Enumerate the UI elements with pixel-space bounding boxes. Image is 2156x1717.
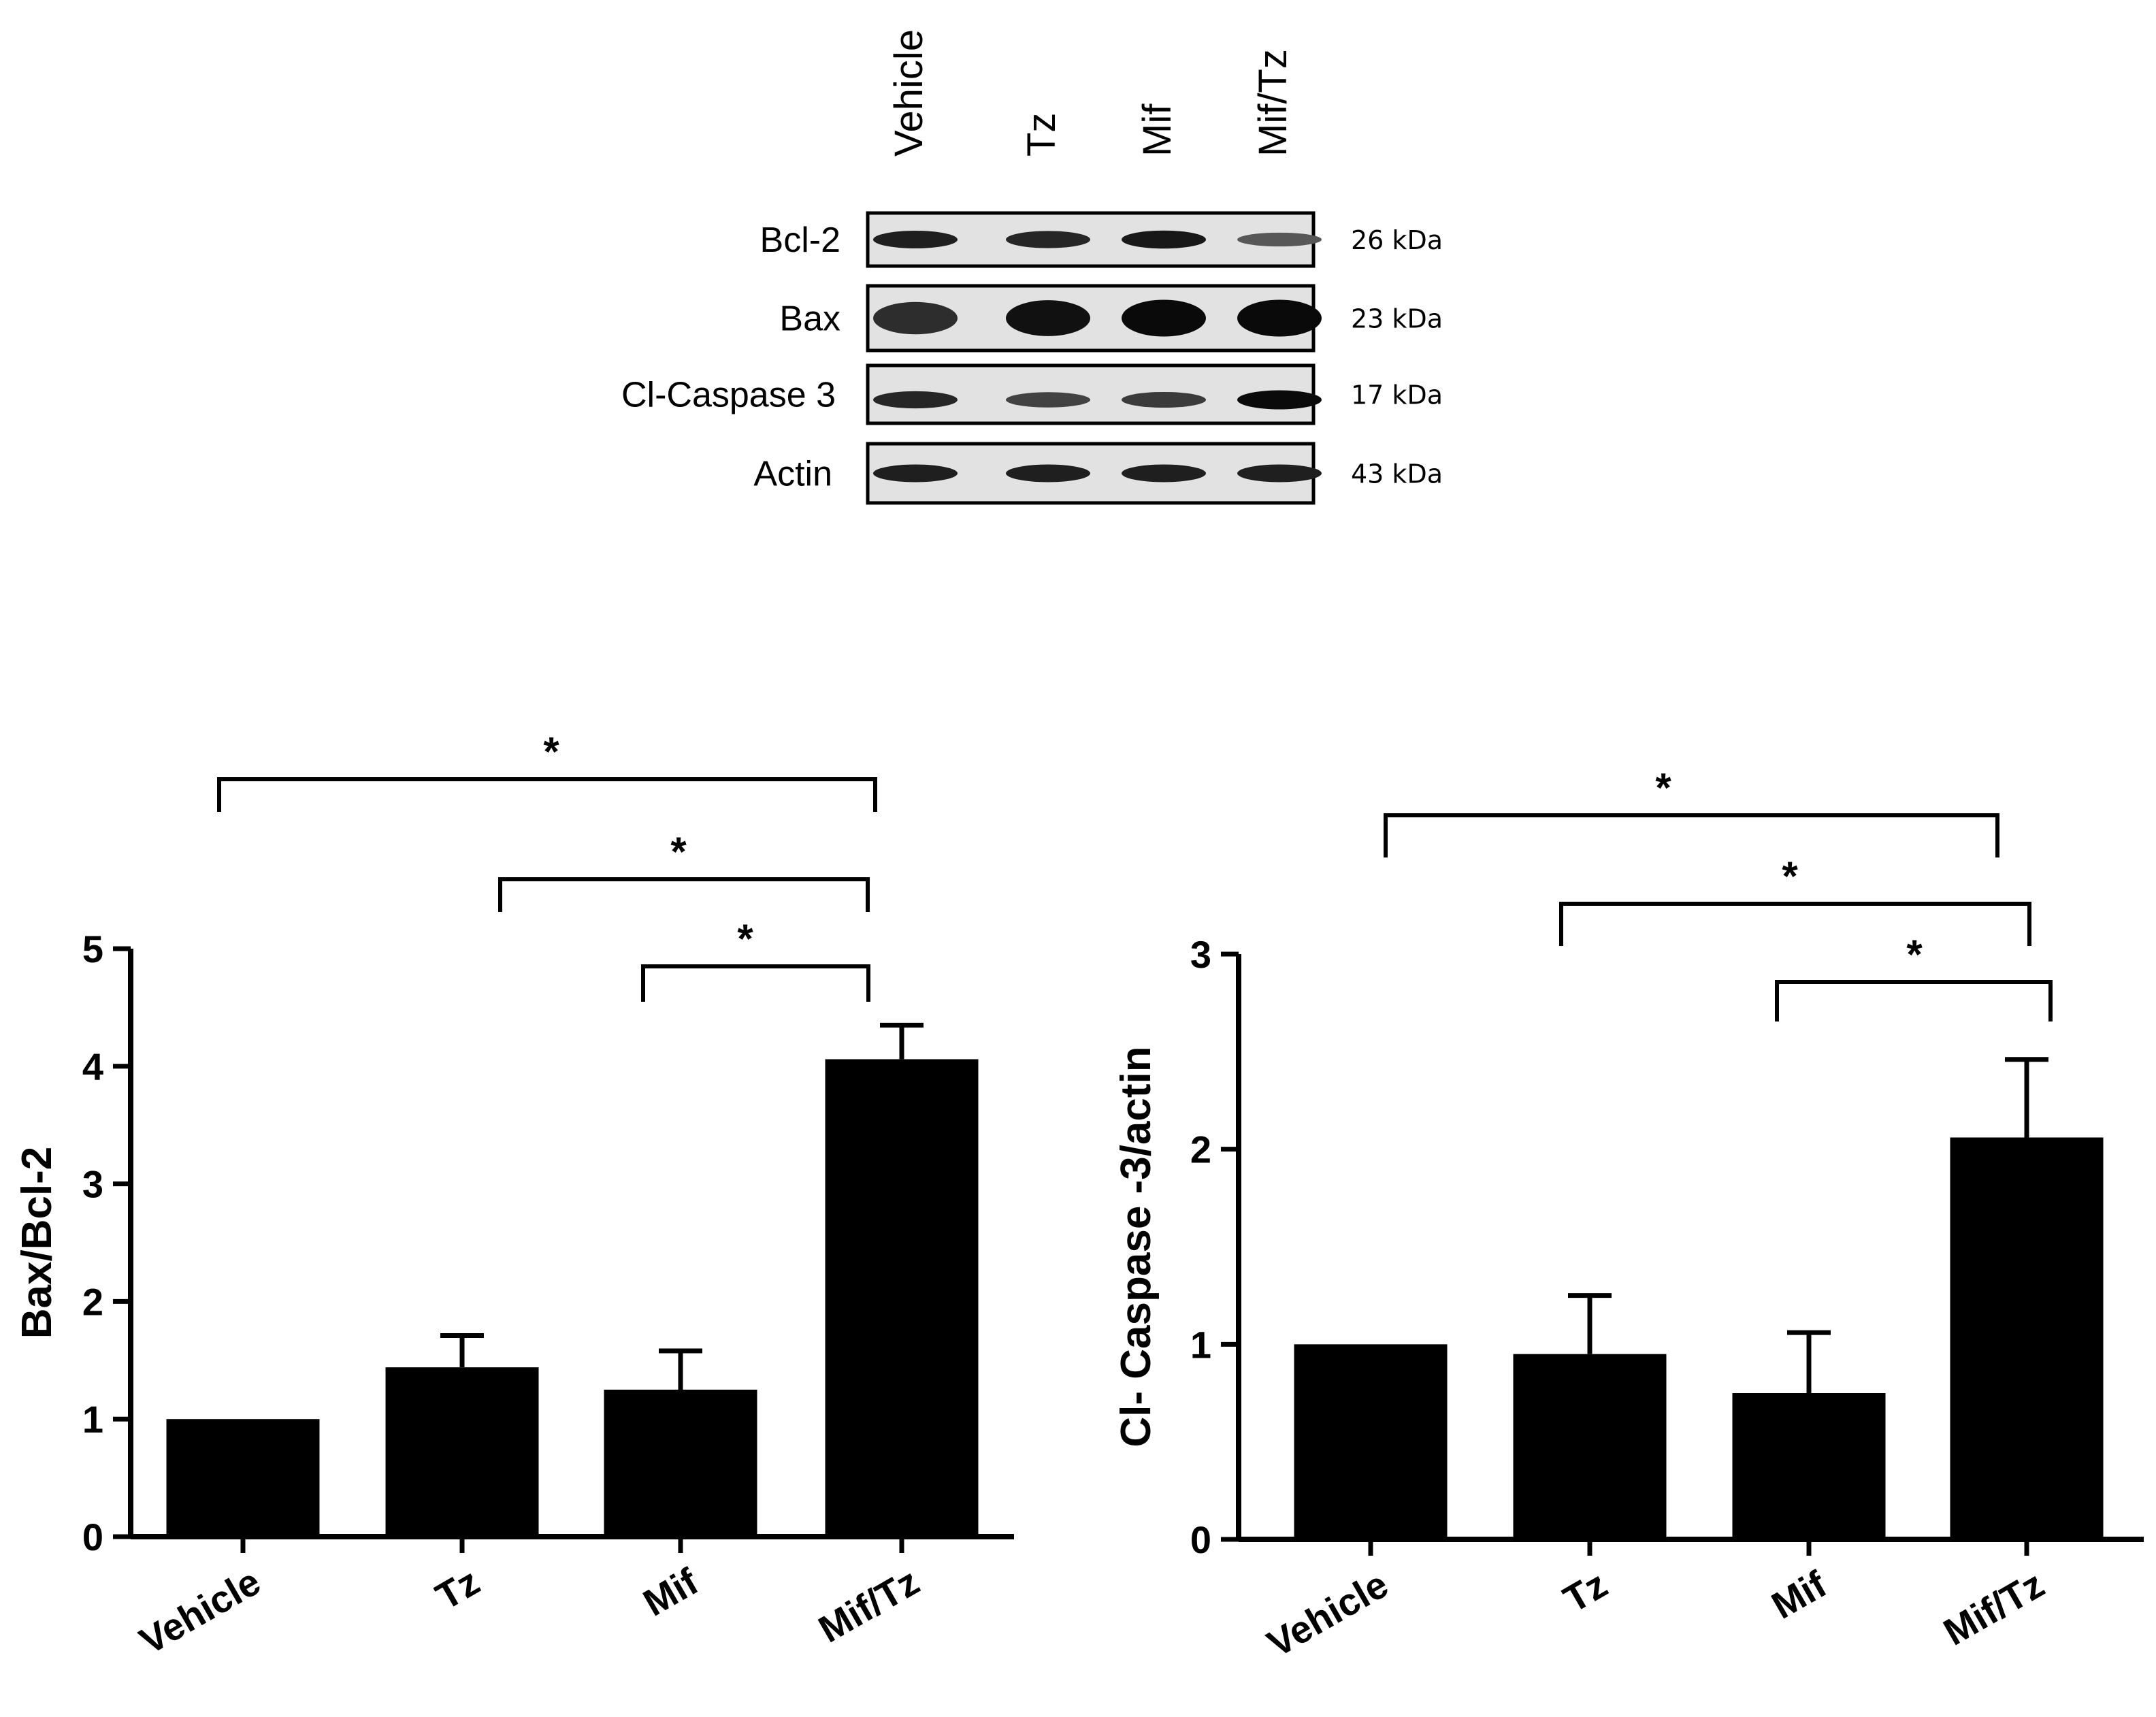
blot-band bbox=[1122, 391, 1206, 408]
blot-band bbox=[1122, 230, 1206, 249]
caspase3-actin-chart: 0 1 2 3 Cl- Caspase -3/actin Vehicle Tz Mif Mif/… bbox=[1113, 765, 2144, 1665]
blot-kda-label: 23 kDa bbox=[1351, 304, 1443, 334]
blot-band bbox=[873, 464, 958, 483]
blot-band bbox=[1237, 464, 1322, 483]
y-tick-label: 1 bbox=[82, 1398, 103, 1441]
bar bbox=[1294, 1344, 1448, 1539]
blot-lane-label: Vehicle bbox=[887, 29, 931, 157]
y-axis-title: Cl- Caspase -3/actin bbox=[1113, 1046, 1160, 1447]
bar bbox=[825, 1059, 979, 1537]
blot-row-label: Bax bbox=[779, 299, 840, 339]
y-tick-label: 3 bbox=[82, 1163, 103, 1206]
significance-star: * bbox=[1655, 765, 1671, 811]
blot-band bbox=[1122, 464, 1206, 483]
blot-band bbox=[1237, 299, 1322, 337]
y-tick-label: 4 bbox=[82, 1045, 103, 1088]
x-category-label: Tz bbox=[429, 1560, 487, 1618]
significance-bracket bbox=[641, 964, 870, 1002]
blot-lane-label: Tz bbox=[1019, 113, 1064, 157]
y-tick-label: 2 bbox=[82, 1280, 103, 1323]
significance-star: * bbox=[670, 829, 687, 874]
blot-row-label: Bcl-2 bbox=[760, 220, 840, 260]
bar bbox=[1513, 1354, 1667, 1539]
blot-band bbox=[1006, 231, 1090, 248]
significance-star: * bbox=[737, 916, 753, 962]
blot-row-label: Actin bbox=[753, 455, 832, 494]
significance-bracket bbox=[217, 777, 877, 812]
blot-kda-label: 17 kDa bbox=[1351, 380, 1443, 410]
y-tick-label: 2 bbox=[1190, 1128, 1211, 1171]
significance-bracket bbox=[1559, 902, 2031, 946]
significance-star: * bbox=[543, 729, 559, 774]
western-blot-panel: Vehicle Tz Mif Mif/Tz Bcl-2 26 kDa Bax 23 kDa Cl… bbox=[621, 29, 1443, 505]
bar bbox=[1950, 1137, 2104, 1539]
x-category-label: Vehicle bbox=[132, 1560, 267, 1663]
x-category-label: Mif bbox=[1764, 1563, 1833, 1627]
bar bbox=[1732, 1393, 1886, 1539]
blot-band bbox=[1006, 392, 1090, 408]
blot-band bbox=[1237, 390, 1322, 410]
blot-band bbox=[1122, 299, 1206, 337]
y-tick-label: 1 bbox=[1190, 1323, 1211, 1366]
blot-lane-label: Mif/Tz bbox=[1251, 49, 1295, 157]
blot-band bbox=[873, 391, 958, 409]
y-tick-label: 0 bbox=[1190, 1518, 1211, 1561]
y-axis-title: Bax/Bcl-2 bbox=[14, 1147, 61, 1339]
significance-bracket bbox=[498, 877, 870, 912]
blot-band bbox=[873, 301, 958, 335]
y-tick-label: 3 bbox=[1190, 933, 1211, 976]
blot-band bbox=[1006, 300, 1090, 336]
x-category-label: Vehicle bbox=[1260, 1563, 1395, 1665]
blot-band bbox=[1006, 464, 1090, 483]
x-category-label: Mif/Tz bbox=[811, 1560, 926, 1651]
y-tick-label: 5 bbox=[82, 928, 103, 970]
significance-bracket bbox=[1775, 980, 2053, 1021]
bar bbox=[166, 1419, 320, 1537]
significance-bracket bbox=[1384, 813, 1999, 857]
x-category-label: Mif/Tz bbox=[1936, 1563, 2051, 1654]
blot-kda-label: 26 kDa bbox=[1351, 225, 1443, 255]
blot-band bbox=[1237, 232, 1322, 247]
bar bbox=[385, 1367, 539, 1537]
bax-bcl2-chart: 0 1 2 3 4 5 Bax/Bcl-2 Vehicle Tz Mif Mif/Tz * * * bbox=[14, 729, 1014, 1663]
blot-kda-label: 43 kDa bbox=[1351, 459, 1443, 489]
blot-band bbox=[873, 231, 958, 248]
x-category-label: Mif bbox=[636, 1560, 705, 1624]
blot-row-label: Cl-Caspase 3 bbox=[621, 376, 836, 415]
significance-star: * bbox=[1906, 932, 1923, 977]
x-category-label: Tz bbox=[1556, 1563, 1614, 1621]
blot-lane-label: Mif bbox=[1135, 103, 1179, 157]
y-tick-label: 0 bbox=[82, 1516, 103, 1558]
bar bbox=[604, 1390, 757, 1537]
significance-star: * bbox=[1782, 853, 1798, 899]
